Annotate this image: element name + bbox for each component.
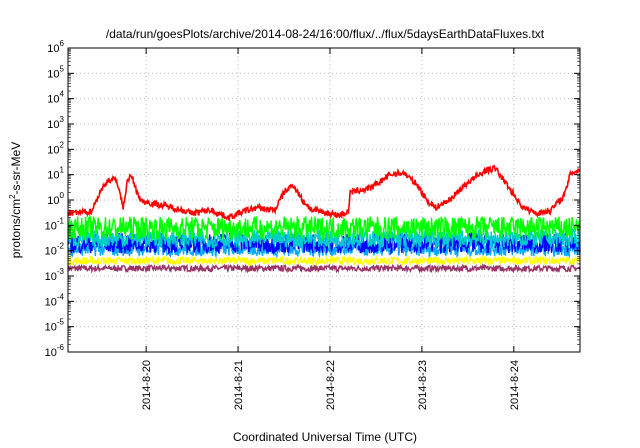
x-tick-label: 2014-8-24	[509, 360, 521, 410]
y-tick-label: 10-2	[45, 242, 65, 258]
series-line	[67, 262, 581, 274]
y-tick-label: 106	[47, 39, 64, 55]
y-tick-label: 10-3	[45, 267, 65, 283]
y-tick-label: 10-6	[45, 343, 65, 359]
x-tick-label: 2014-8-23	[417, 360, 429, 410]
series-layer	[67, 164, 581, 274]
y-tick-label: 100	[47, 191, 64, 207]
y-tick-label: 10-4	[45, 292, 65, 308]
ticks: 106 105 104 103 102 101 100 10-1 10-2 10-3 10-4 10-…	[45, 39, 580, 410]
x-tick-label: 2014-8-22	[325, 360, 337, 410]
series-line	[67, 254, 581, 267]
y-tick-label: 104	[47, 90, 64, 106]
series-line	[67, 215, 581, 241]
series-line	[67, 226, 581, 249]
y-tick-label: 10-1	[45, 216, 65, 232]
chart-title: /data/run/goesPlots/archive/2014-08-24/1…	[106, 27, 545, 41]
y-tick-label: 103	[47, 115, 64, 131]
y-tick-label: 102	[47, 140, 64, 156]
x-tick-label: 2014-8-20	[141, 360, 153, 410]
x-axis-label: Coordinated Universal Time (UTC)	[233, 430, 417, 444]
x-tick-label: 2014-8-21	[233, 360, 245, 410]
y-tick-label: 105	[47, 64, 64, 80]
y-tick-label: 10-5	[45, 318, 65, 334]
y-tick-label: 101	[47, 166, 64, 182]
series-line	[67, 164, 581, 221]
y-axis-label: protons/cm2-s-sr-MeV	[8, 142, 23, 258]
